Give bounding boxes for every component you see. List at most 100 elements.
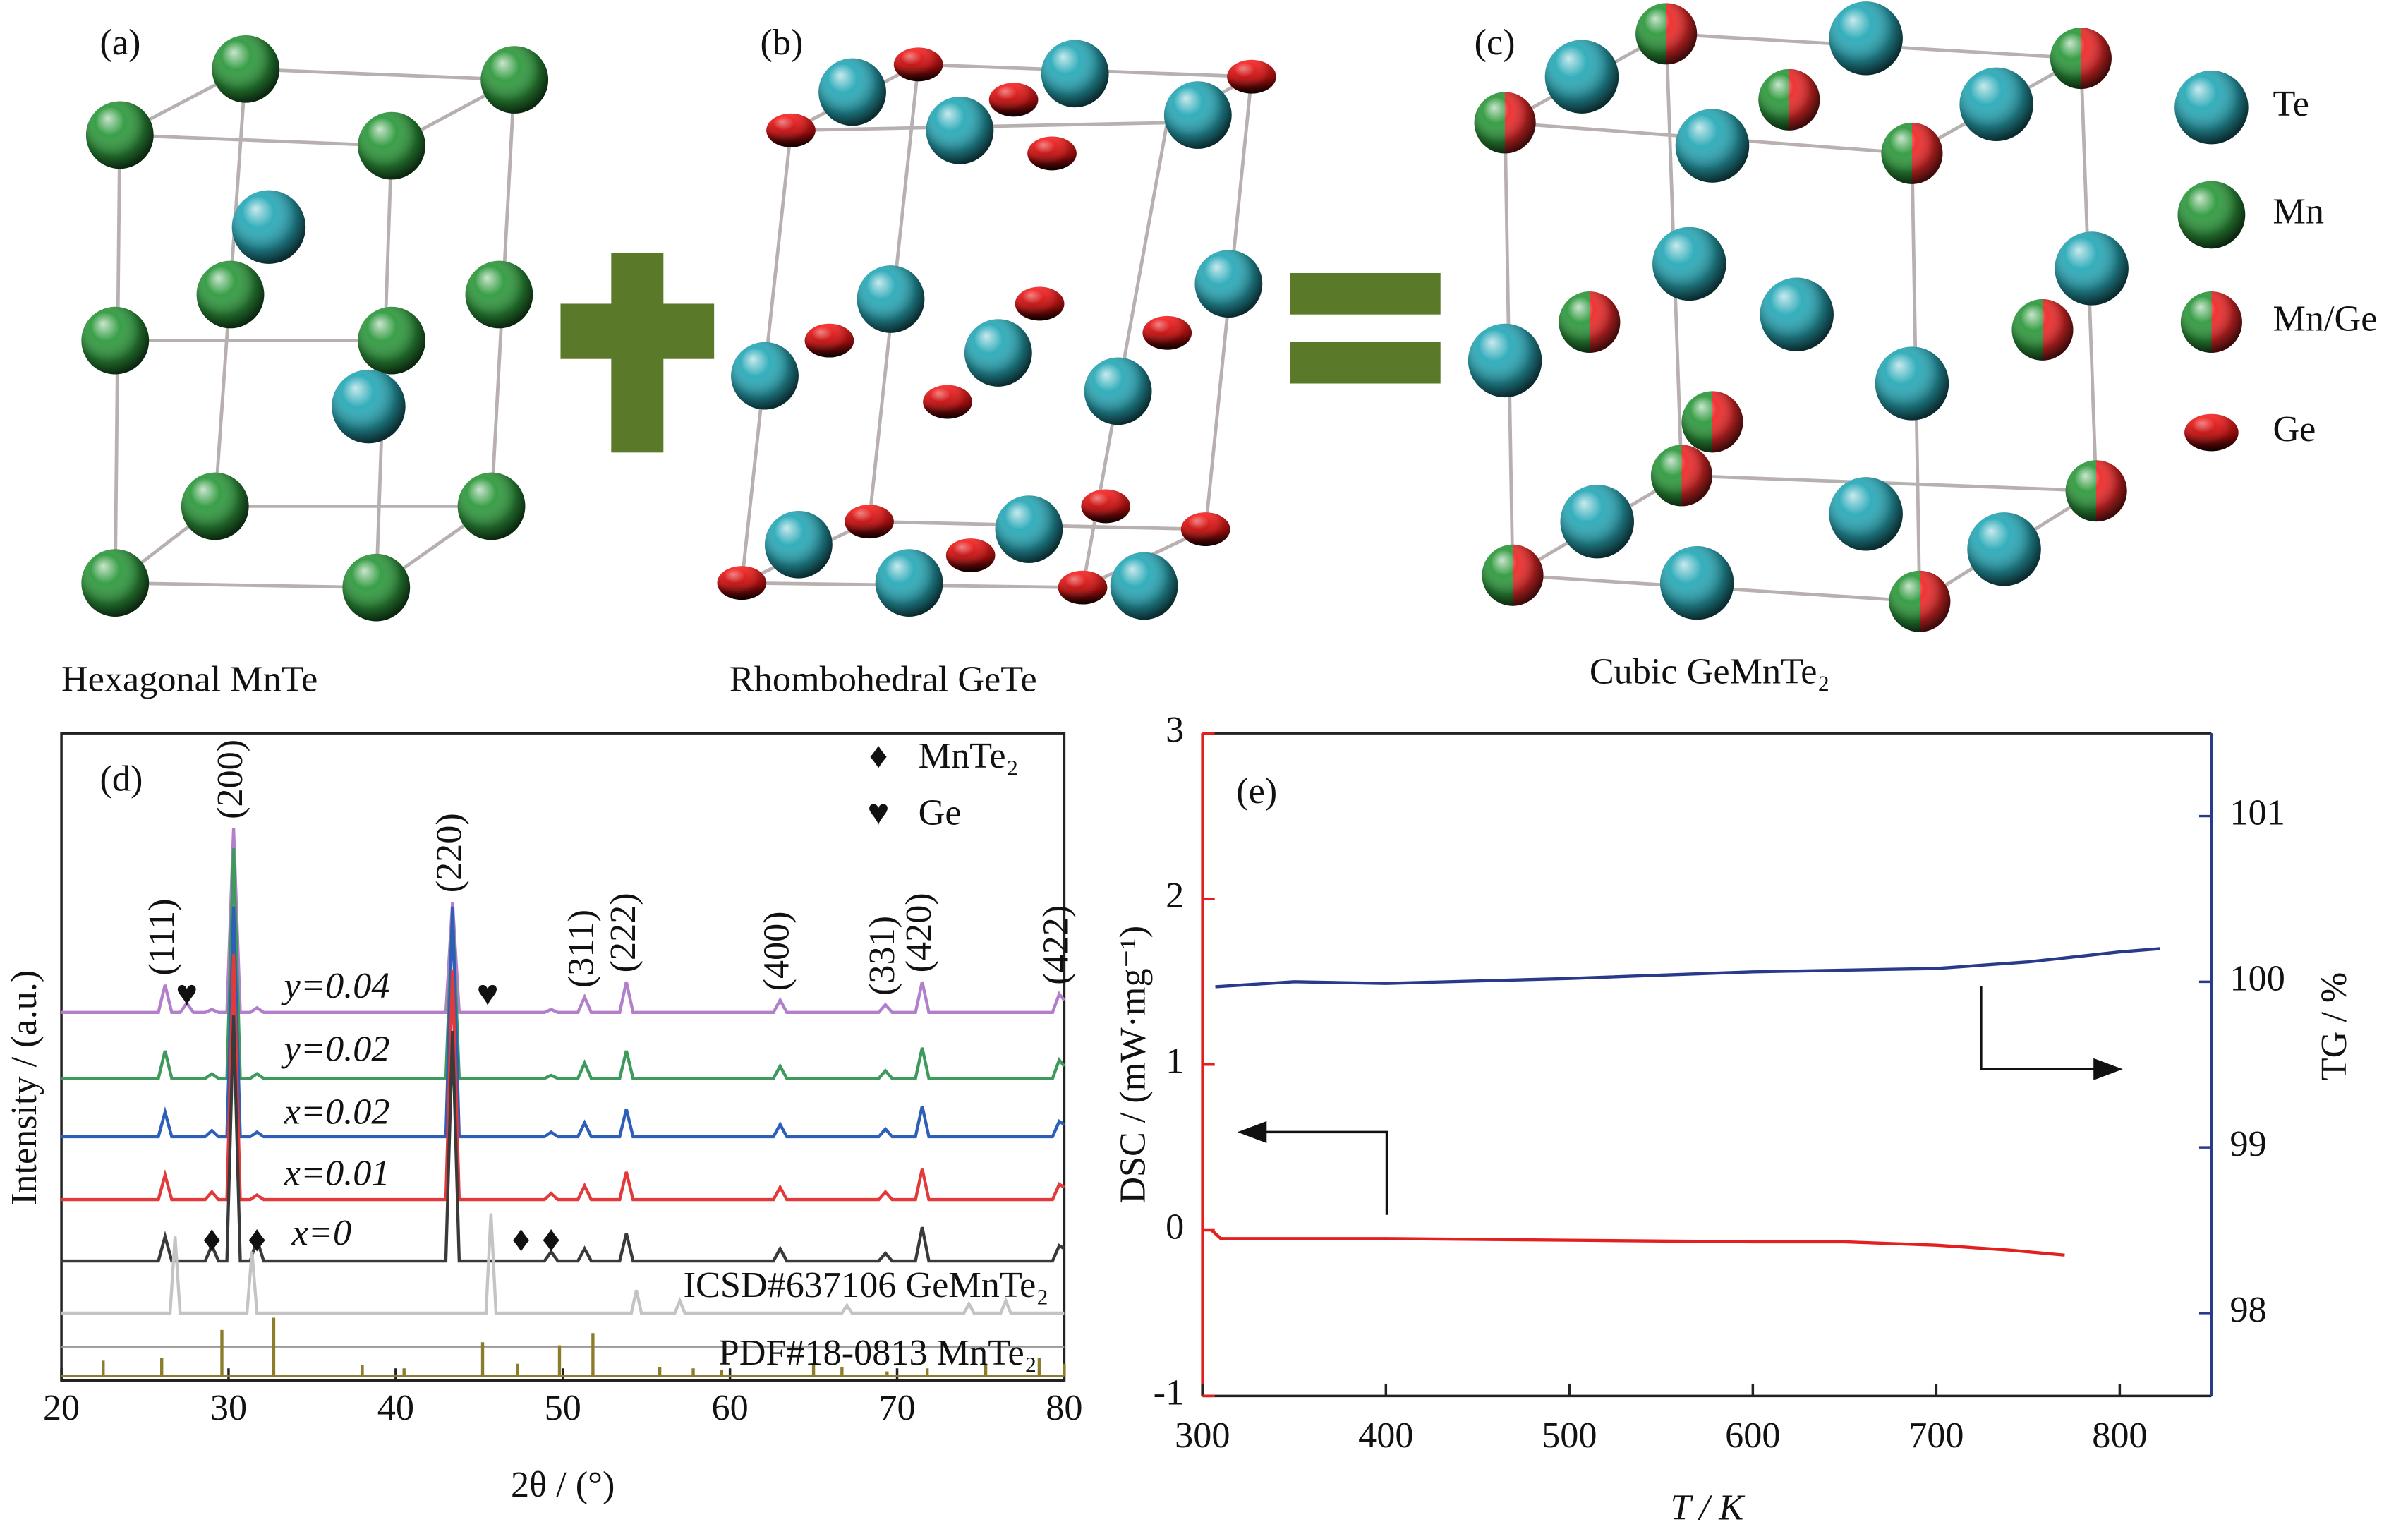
atom-shade [1959, 67, 2033, 142]
peak-label: (400) [756, 911, 797, 991]
thermal-curve [1210, 1228, 2065, 1257]
atom-shade [1110, 552, 1178, 620]
series-label: x=0 [291, 1212, 352, 1253]
peak-label: (331) [861, 916, 902, 996]
atom-shade [1889, 570, 1951, 632]
atom-shade [1474, 92, 1536, 154]
legend-label: Mn/Ge [2273, 298, 2377, 339]
atom-shade [2055, 231, 2129, 306]
x-tick-label: 60 [712, 1387, 749, 1428]
atom-shade [457, 472, 526, 540]
y-tick-label: 3 [1166, 709, 1184, 750]
atom-shade [1675, 109, 1750, 183]
dsc-arrow [1237, 1121, 1388, 1215]
legend-label: MnTe₂ [919, 735, 1019, 776]
atom-shade [1758, 68, 1820, 131]
phase-marker: ♦ [512, 1219, 531, 1260]
x-tick-label: 30 [210, 1387, 247, 1428]
atom-shade [995, 495, 1063, 563]
thermal-curve [1215, 947, 2160, 989]
peak-label: (220) [428, 813, 469, 893]
y-tick-label: 0 [1166, 1207, 1184, 1248]
xrd-pattern [61, 828, 1066, 1015]
atom-shade [85, 101, 154, 169]
structure-caption: Cubic GeMnTe₂ [1590, 651, 1830, 692]
phase-marker: ♦ [542, 1219, 561, 1260]
legend-label: Ge [919, 792, 962, 833]
atom-shade [717, 566, 767, 600]
atom-shade [1559, 291, 1621, 354]
peak-label: (420) [898, 893, 939, 972]
y2-tick-label: 101 [2230, 792, 2285, 833]
xrd-pattern [61, 954, 1065, 1202]
atom-shade [1482, 544, 1544, 606]
atom-shade [1829, 1, 1903, 76]
atom-shade [857, 265, 925, 333]
atom-shade [923, 385, 972, 419]
structure-caption: Hexagonal MnTe [61, 658, 317, 699]
atom-shade [926, 96, 994, 164]
x-tick-label: 600 [1725, 1415, 1780, 1456]
y2-tick-label: 98 [2230, 1289, 2267, 1330]
atom-shade [1027, 136, 1077, 171]
atom-shade [2177, 181, 2246, 249]
atom-shade [1659, 545, 1734, 620]
atom-shade [81, 549, 150, 617]
atom-shade [845, 505, 894, 539]
atom-shade [332, 369, 406, 444]
x-tick-label: 800 [2092, 1415, 2147, 1456]
atom-shade [964, 319, 1032, 387]
plus-sign [560, 253, 715, 453]
atom-shade [1015, 286, 1065, 321]
panel-label: (b) [760, 22, 803, 63]
x-tick-label: 40 [377, 1387, 414, 1428]
peak-label: (200) [210, 739, 250, 819]
atom-shade [2050, 28, 2112, 90]
phase-marker: ♥ [176, 973, 198, 1014]
x-tick-label: 70 [878, 1387, 915, 1428]
atom-shade [1652, 227, 1726, 301]
xrd-pattern [61, 1213, 1065, 1315]
atom-shade [2184, 413, 2239, 452]
atom-shade [81, 306, 150, 375]
series-label: x=0.02 [284, 1092, 390, 1133]
series-label: y=0.04 [281, 965, 390, 1006]
atom-shade [1881, 122, 1943, 184]
atom-shade [342, 553, 411, 622]
atom-shade [212, 35, 280, 103]
atom-shade [1760, 277, 1834, 351]
atom-shade [1180, 512, 1230, 546]
atom-shade [1829, 477, 1903, 551]
atom-shade [1227, 59, 1276, 94]
x-tick-label: 500 [1542, 1415, 1597, 1456]
atom-shade [1544, 40, 1619, 114]
y-tick-label: -1 [1154, 1372, 1185, 1413]
xrd-pattern [61, 1015, 1065, 1263]
atom-shade [1163, 81, 1232, 149]
atom-shade [804, 323, 854, 358]
equals-sign [1290, 272, 1441, 384]
atom-shade [818, 58, 886, 126]
atom-shade [1560, 484, 1634, 559]
phase-marker: ♥ [477, 973, 499, 1014]
tg-arrow [1980, 986, 2123, 1080]
xrd-pattern [61, 848, 1066, 1080]
series-label: y=0.02 [281, 1028, 390, 1069]
atom-shade [480, 46, 549, 114]
y-tick-label: 1 [1166, 1041, 1184, 1082]
atom-shade [1875, 346, 1949, 421]
atom-shade [231, 190, 306, 264]
x-axis-label: 2θ / (°) [511, 1464, 615, 1505]
atom-shade [988, 83, 1039, 117]
y-axis-label: Intensity / (a.u.) [4, 970, 44, 1205]
atom-shade [1681, 391, 1743, 453]
y2-axis-label: TG / % [2313, 972, 2354, 1081]
phase-marker: ♦ [248, 1219, 267, 1260]
y2-tick-label: 99 [2230, 1123, 2267, 1164]
series-label: x=0.01 [284, 1152, 390, 1193]
legend-label: Te [2273, 83, 2309, 124]
atom-shade [1081, 489, 1131, 524]
x-tick-label: 20 [43, 1387, 80, 1428]
atom-shade [875, 549, 943, 617]
atom-shade [1650, 445, 1712, 507]
